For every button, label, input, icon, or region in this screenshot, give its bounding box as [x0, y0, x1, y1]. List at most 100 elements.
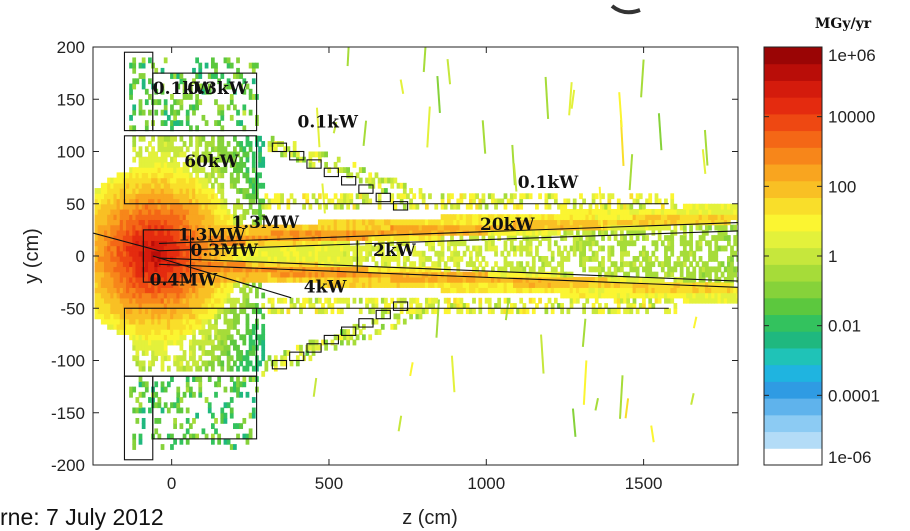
dose-cell: [144, 161, 149, 168]
dose-cell: [182, 219, 187, 226]
dose-cell: [503, 271, 508, 278]
dose-cell: [692, 266, 697, 273]
dose-cell: [229, 376, 234, 382]
dose-cell: [431, 245, 435, 252]
dose-cell: [368, 282, 373, 288]
dose-cell: [544, 261, 549, 268]
dose-cell: [708, 266, 712, 273]
dose-cell: [582, 303, 587, 309]
dose-cell: [126, 308, 130, 315]
dose-cell: [387, 235, 391, 241]
dose-cell: [346, 193, 351, 200]
dose-cell: [664, 297, 668, 304]
dose-cell: [638, 303, 643, 309]
dose-cell: [730, 214, 734, 221]
dose-cell: [472, 229, 476, 236]
dose-cell: [704, 266, 709, 273]
dose-cell: [251, 365, 256, 372]
dose-cell: [569, 297, 574, 304]
dose-cell: [220, 350, 225, 356]
dose-cell: [588, 282, 593, 288]
dose-cell: [472, 235, 476, 241]
dose-cell: [544, 287, 549, 294]
dose-cell: [648, 261, 653, 268]
dose-cell: [726, 219, 731, 226]
dose-cell: [651, 240, 656, 247]
dose-cell: [333, 266, 338, 273]
dose-cell: [148, 303, 152, 309]
dose-cell: [110, 261, 115, 268]
dose-cell: [629, 303, 634, 309]
dose-cell: [236, 329, 240, 335]
dose-cell: [248, 287, 253, 294]
dose-cell: [726, 203, 731, 210]
dose-cell: [708, 250, 712, 257]
dose-cell: [154, 344, 159, 351]
dose-cell: [160, 156, 165, 163]
dose-cell: [204, 156, 209, 163]
dose-cell: [233, 182, 237, 189]
dose-cell: [497, 276, 502, 283]
dose-cell: [478, 224, 483, 231]
dose-cell: [270, 261, 275, 268]
dose-cell: [126, 208, 130, 215]
dose-cell: [223, 438, 228, 445]
dose-cell: [362, 219, 366, 226]
dose-cell: [604, 229, 609, 236]
dose-cell: [594, 203, 599, 210]
dose-cell: [572, 297, 577, 304]
dose-cell: [613, 276, 618, 283]
dose-cell: [428, 256, 432, 262]
dose-cell: [233, 266, 237, 273]
dose-cell: [475, 282, 480, 288]
dose-cell: [226, 141, 231, 147]
dose-cell: [607, 214, 612, 221]
dose-cell: [119, 229, 124, 236]
dose-cell: [440, 224, 445, 231]
dose-cell: [267, 245, 272, 252]
dose-cell: [478, 229, 483, 236]
dose-cell: [207, 177, 212, 184]
dose-cell: [330, 271, 335, 278]
dose-cell: [311, 256, 316, 262]
dose-cell: [390, 193, 395, 200]
dose-cell: [107, 235, 111, 241]
dose-cell: [365, 276, 369, 283]
dose-cell: [484, 203, 489, 210]
dose-cell: [132, 266, 137, 273]
dose-cell: [412, 266, 417, 273]
dose-cell: [528, 219, 533, 226]
dose-cell: [119, 172, 124, 179]
dose-cell: [100, 282, 105, 288]
dose-cell: [135, 182, 140, 189]
dose-cell: [100, 292, 105, 299]
y-tick-label: -200: [51, 456, 85, 475]
dose-cell: [475, 271, 480, 278]
dose-cell: [242, 297, 247, 304]
dose-cell: [503, 193, 508, 200]
dose-cell: [220, 198, 225, 205]
dose-cell: [547, 193, 552, 200]
dose-cell: [305, 229, 310, 236]
dose-cell: [245, 303, 250, 309]
dose-cell: [107, 219, 111, 226]
dose-cell: [428, 235, 432, 241]
dose-cell: [132, 271, 137, 278]
dose-cell: [295, 360, 300, 367]
step-box-bottom: [271, 359, 288, 370]
dose-cell: [233, 256, 237, 262]
dose-cell: [346, 219, 351, 226]
dose-cell: [157, 172, 162, 179]
dose-cell: [651, 250, 656, 257]
dose-cell: [185, 94, 190, 100]
dose-cell: [251, 156, 256, 163]
dose-cell: [513, 245, 517, 252]
dose-cell: [686, 250, 690, 257]
dose-cell: [195, 376, 200, 382]
dose-cell: [446, 282, 451, 288]
dose-cell: [173, 360, 177, 367]
dose-cell: [151, 329, 155, 335]
dose-cell: [336, 271, 341, 278]
dose-cell: [148, 339, 152, 346]
colorbar-tick-label: 10000: [828, 108, 875, 127]
